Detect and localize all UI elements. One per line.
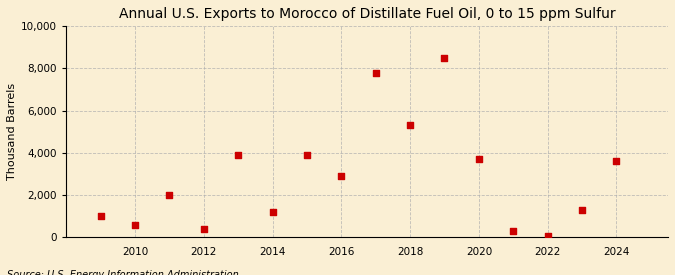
Point (198, 227, 209, 231)
Point (267, 210, 278, 214)
Text: Source: U.S. Energy Information Administration: Source: U.S. Energy Information Administ… (7, 271, 238, 275)
Point (576, 208, 587, 212)
Point (130, 222, 140, 227)
Point (302, 153, 313, 157)
Point (439, 56, 450, 60)
Point (611, 159, 622, 164)
Point (233, 153, 244, 157)
Point (95, 214, 106, 218)
Point (508, 229, 518, 233)
Point (336, 174, 347, 178)
Point (542, 234, 553, 238)
Y-axis label: Thousand Barrels: Thousand Barrels (7, 83, 17, 180)
Point (164, 193, 175, 197)
Point (405, 123, 416, 128)
Title: Annual U.S. Exports to Morocco of Distillate Fuel Oil, 0 to 15 ppm Sulfur: Annual U.S. Exports to Morocco of Distil… (119, 7, 616, 21)
Point (371, 70, 381, 75)
Point (473, 157, 484, 161)
